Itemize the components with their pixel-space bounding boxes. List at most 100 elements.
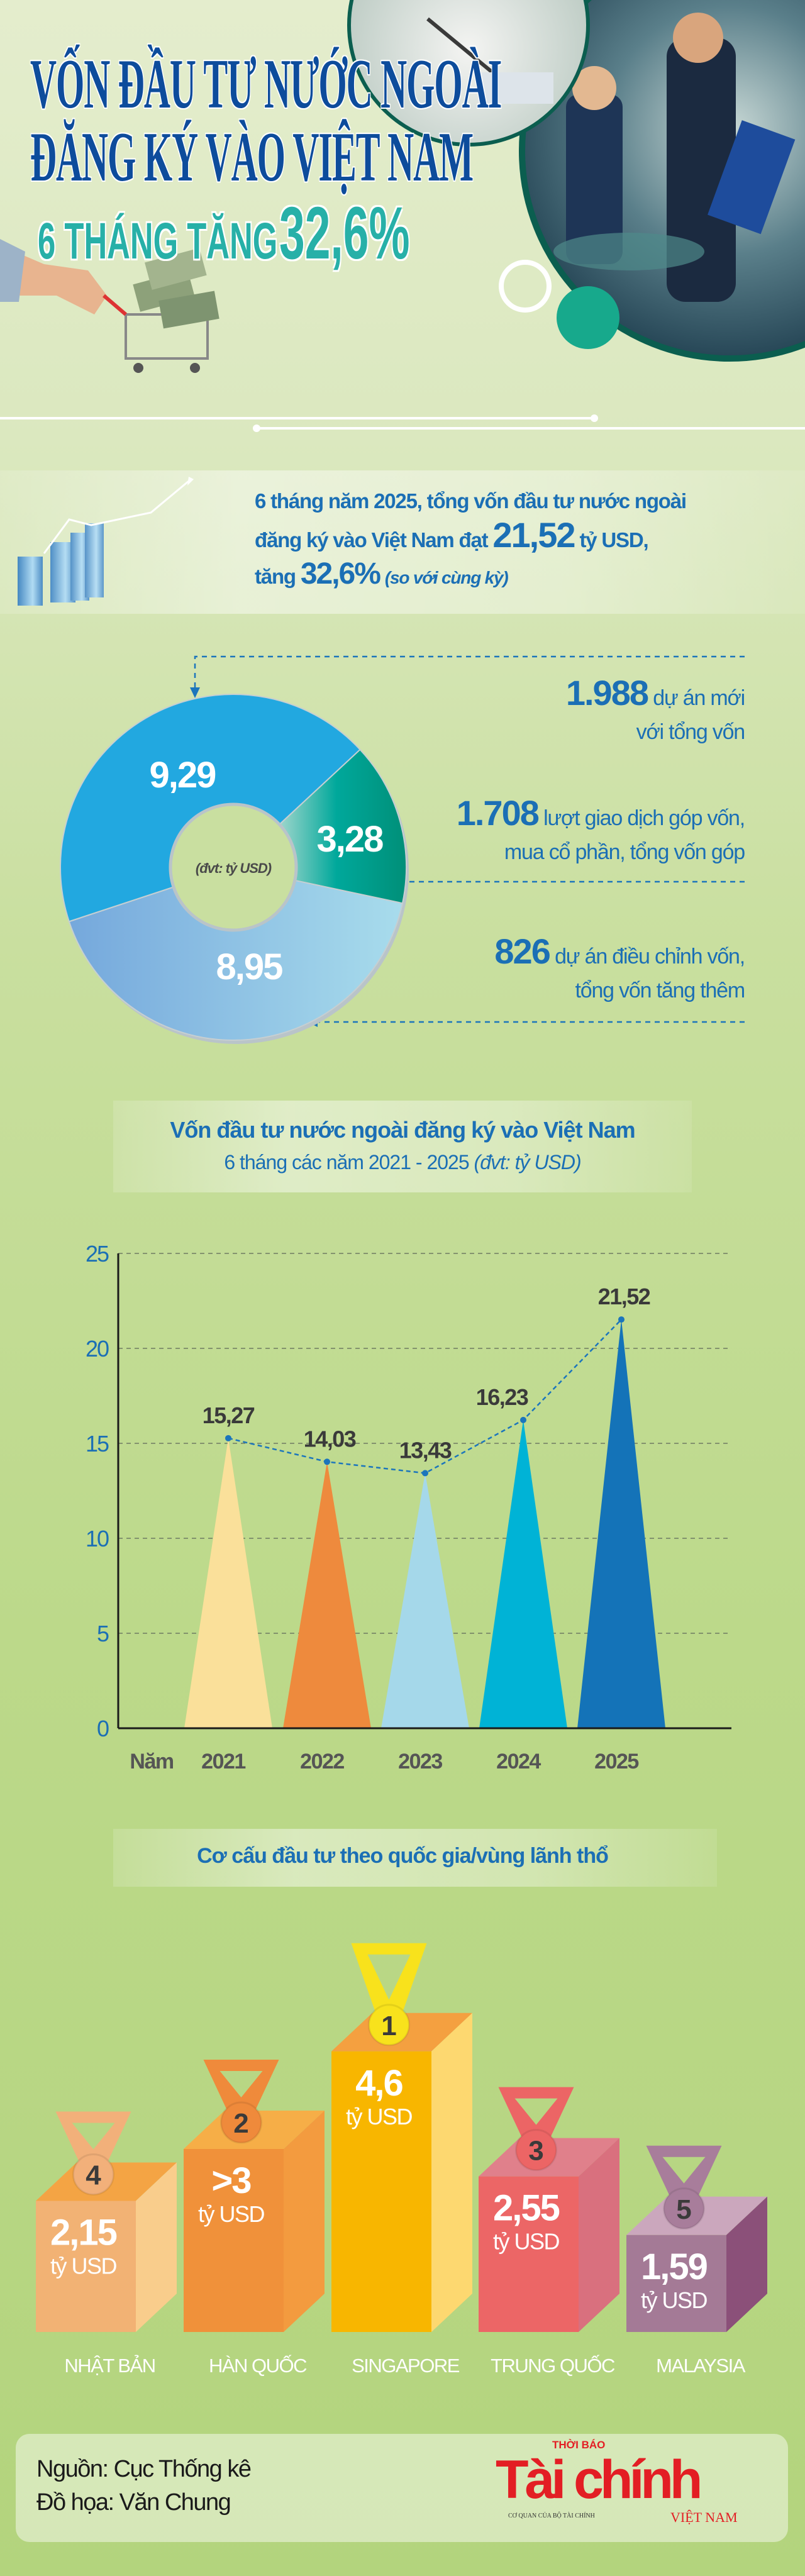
y-tick-label: 20: [86, 1336, 109, 1362]
fact-text: mua cổ phần, tổng vốn góp: [504, 840, 745, 864]
medal-icon: 1: [351, 1943, 427, 2046]
subtitle-value: 32,6%: [279, 192, 410, 275]
x-tick-label: 2021: [201, 1750, 245, 1774]
fact-new-projects: 1.988 dự án mới với tổng vốn: [565, 673, 746, 749]
header-photo-business-handshake: [519, 0, 805, 362]
fact-text: với tổng vốn: [636, 720, 746, 744]
country-label: HÀN QUỐC: [209, 2354, 307, 2377]
chart-subtitle: 6 tháng các năm 2021 - 2025 (đvt: tỷ USD…: [0, 1151, 805, 1174]
donut-slice-label: 8,95: [216, 947, 283, 987]
fact-number: 826: [494, 931, 550, 971]
data-label: 21,52: [598, 1284, 650, 1309]
bar-2023: [381, 1473, 469, 1728]
box-side: [431, 2012, 472, 2332]
data-point: [225, 1435, 231, 1441]
subtitle: 6 THÁNG TĂNG 32,6%: [38, 196, 410, 270]
data-point: [324, 1458, 330, 1465]
podium-unit: tỷ USD: [493, 2229, 560, 2255]
donut-slice-label: 3,28: [317, 819, 384, 860]
podium-value: 2,15: [50, 2212, 117, 2253]
country-label: NHẬT BẢN: [64, 2355, 155, 2377]
country-label: SINGAPORE: [352, 2355, 460, 2377]
country-label: TRUNG QUỐC: [491, 2354, 615, 2377]
summary-band: [0, 470, 805, 614]
growth-chart-icon: [18, 477, 194, 606]
podium-title-band: [113, 1829, 717, 1887]
summary-growth: 32,6%: [300, 557, 381, 591]
medal-rank: 1: [381, 2011, 396, 2041]
medal-icon: 2: [203, 2060, 279, 2144]
data-label: 16,23: [476, 1384, 528, 1410]
country-label: MALAYSIA: [656, 2355, 746, 2377]
data-label: 13,43: [399, 1437, 452, 1463]
donut-chart: 8,95 9,29 3,28 (đvt: tỷ USD): [60, 694, 409, 1044]
decorative-circles: [499, 260, 619, 349]
box-front: [479, 2176, 579, 2332]
chart-unit: (đvt: tỷ USD): [474, 1151, 582, 1174]
data-label: 15,27: [203, 1402, 255, 1428]
podium-box-hàn-quốc: 2 >3tỷ USD: [184, 2060, 325, 2332]
data-point: [520, 1416, 526, 1423]
y-tick-label: 0: [97, 1716, 109, 1741]
summary-unit: tỷ USD,: [579, 528, 648, 552]
fact-number: 1.988: [565, 673, 649, 713]
chart-title: Vốn đầu tư nước ngoài đăng ký vào Việt N…: [170, 1117, 635, 1143]
logo-sub-text: CƠ QUAN CỦA BỘ TÀI CHÍNH: [508, 2512, 595, 2519]
title-line-2: ĐĂNG KÝ VÀO VIỆT NAM: [30, 118, 474, 196]
subtitle-prefix: 6 THÁNG TĂNG: [38, 213, 278, 270]
podium-unit: tỷ USD: [641, 2287, 708, 2313]
fact-text: dự án mới: [653, 686, 745, 710]
bar-2024: [479, 1419, 567, 1728]
header-divider-lines: [0, 414, 805, 432]
x-tick-label: 2022: [300, 1750, 344, 1774]
box-front: [331, 2051, 431, 2332]
donut-center: [169, 802, 298, 932]
donut-slice-label: 9,29: [150, 755, 216, 796]
box-front: [36, 2201, 136, 2332]
podium-value: >3: [211, 2160, 251, 2201]
podium-unit: tỷ USD: [198, 2201, 265, 2227]
fact-text: dự án điều chỉnh vốn,: [555, 945, 745, 969]
money-cart-illustration: [0, 239, 219, 373]
bar-2021: [184, 1438, 272, 1728]
summary-total: 21,52: [492, 515, 575, 555]
podium-value: 2,55: [493, 2188, 560, 2229]
box-side: [284, 2111, 325, 2332]
y-tick-label: 25: [86, 1241, 109, 1267]
medal-rank: 3: [528, 2136, 543, 2167]
summary-text: 6 tháng năm 2025, tổng vốn đầu tư nước n…: [255, 484, 752, 595]
y-tick-label: 15: [86, 1431, 109, 1457]
podium-box-singapore: 1 4,6tỷ USD: [331, 1943, 472, 2332]
box-front: [626, 2235, 726, 2332]
box-side: [726, 2196, 767, 2332]
box-side: [579, 2138, 619, 2332]
data-label: 14,03: [304, 1426, 356, 1452]
bar-2022: [283, 1462, 371, 1728]
box-front: [184, 2149, 284, 2332]
data-point: [618, 1316, 625, 1323]
x-tick-label: 2023: [398, 1750, 442, 1774]
podium-title: Cơ cấu đầu tư theo quốc gia/vùng lãnh th…: [197, 1844, 609, 1868]
podium-value: 1,59: [641, 2246, 708, 2287]
header-photo-document-signing: [347, 0, 590, 147]
fact-adjusted-projects: 826 dự án điều chỉnh vốn, tổng vốn tăng …: [494, 934, 746, 1008]
graphics-credit: Đồ họa: Văn Chung: [36, 2489, 231, 2516]
publisher-logo: THỜI BÁO Tài chính CƠ QUAN CỦA BỘ TÀI CH…: [496, 2440, 753, 2531]
chart-title-band: [113, 1101, 692, 1192]
medal-rank: 5: [676, 2194, 691, 2225]
bar-2025: [577, 1319, 665, 1728]
box-side: [136, 2162, 177, 2332]
medal-rank: 2: [233, 2108, 248, 2139]
summary-line-3: tăng 32,6% (so với cùng kỳ): [255, 557, 752, 595]
y-tick-label: 10: [86, 1526, 109, 1552]
logo-main-text: Tài chính: [496, 2450, 702, 2510]
medal-icon: 5: [646, 2145, 722, 2230]
medal-rank: 4: [86, 2160, 101, 2190]
fact-number: 1.708: [456, 793, 540, 833]
fact-text: tổng vốn tăng thêm: [575, 979, 746, 1002]
footer: [16, 2434, 788, 2542]
